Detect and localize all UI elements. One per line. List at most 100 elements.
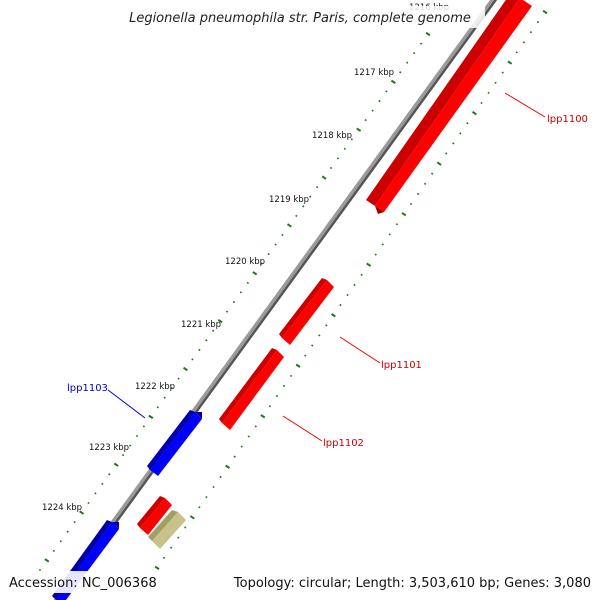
ruler-label-1222: 1222 kbp xyxy=(135,382,175,392)
ruler-tick xyxy=(267,253,270,256)
ruler-tick xyxy=(459,132,462,135)
ruler-tick xyxy=(73,521,76,524)
ruler-tick xyxy=(232,300,236,304)
ruler-tick xyxy=(311,344,314,347)
ruler-tick xyxy=(184,526,187,529)
ruler-tick xyxy=(385,90,388,93)
ruler-label-1217: 1217 kbp xyxy=(354,68,394,78)
gene-small-red[interactable] xyxy=(137,496,172,535)
ruler-label-1221: 1221 kbp xyxy=(181,320,221,330)
ruler-tick xyxy=(318,334,321,337)
ruler-tick xyxy=(205,496,208,499)
ruler-label-1223: 1223 kbp xyxy=(89,443,129,453)
ruler-tick xyxy=(480,101,483,105)
ruler-tick xyxy=(52,549,56,552)
ruler-tick xyxy=(336,157,340,160)
ruler-tick xyxy=(177,377,180,380)
map-title: Legionella pneumophila str. Paris, compl… xyxy=(129,11,471,26)
gene-label-lpp1100[interactable]: lpp1100 xyxy=(547,114,588,125)
gene-labels: lpp1100 lpp1101 lpp1102 lpp1103 xyxy=(67,114,588,449)
ruler-tick xyxy=(260,262,263,265)
ruler-tick xyxy=(286,223,292,228)
ruler-tick xyxy=(353,283,356,287)
ruler-tick xyxy=(423,182,427,185)
ruler-tick xyxy=(170,387,173,390)
ruler-tick xyxy=(350,138,353,141)
ruler-tick xyxy=(177,536,180,539)
ruler-tick xyxy=(113,462,119,467)
ruler-tick xyxy=(536,20,540,24)
ruler-tick xyxy=(425,31,431,37)
ruler-tick xyxy=(240,445,243,448)
ruler-tick xyxy=(148,414,154,419)
ruler-tick xyxy=(44,558,50,563)
gene-lpp1102[interactable] xyxy=(219,348,284,430)
ruler-tick xyxy=(302,205,305,208)
gene-label-lpp1102[interactable]: lpp1102 xyxy=(323,438,364,449)
ruler-tick xyxy=(406,61,409,64)
ruler-tick xyxy=(346,293,349,297)
ruler-tick xyxy=(401,212,407,217)
ruler-tick xyxy=(399,71,402,74)
ruler-tick xyxy=(154,565,160,571)
ruler-label-1224: 1224 kbp xyxy=(42,503,82,513)
ruler-tick xyxy=(233,455,236,458)
ruler-tick xyxy=(371,109,374,112)
ruler-tick xyxy=(304,354,307,357)
ruler-tick xyxy=(412,52,416,55)
ruler-tick xyxy=(87,501,90,505)
ruler-tick xyxy=(416,192,420,196)
ruler-tick xyxy=(542,9,548,15)
gene-leader-lines xyxy=(107,92,546,442)
gene-label-lpp1101[interactable]: lpp1101 xyxy=(381,360,422,371)
ruler-tick xyxy=(254,425,257,428)
ruler-label-1219: 1219 kbp xyxy=(269,195,309,205)
ruler-ticks xyxy=(38,9,548,580)
ruler-tick xyxy=(281,233,284,237)
ruler-tick xyxy=(329,166,333,170)
ruler-tick xyxy=(522,41,526,44)
ruler-tick xyxy=(343,147,347,150)
ruler-tick xyxy=(189,515,195,520)
ruler-tick xyxy=(239,291,243,294)
gene-lpp1103[interactable] xyxy=(147,410,202,476)
ruler-tick xyxy=(66,530,69,533)
gene-label-lpp1103[interactable]: lpp1103 xyxy=(67,383,108,394)
gene-khaki[interactable] xyxy=(148,510,186,549)
ruler-tick xyxy=(381,243,384,246)
ruler-tick xyxy=(183,366,188,372)
ruler-tick xyxy=(366,262,372,267)
ruler-tick xyxy=(409,202,413,206)
ruler-tick xyxy=(436,161,442,166)
gene-lpp1101[interactable] xyxy=(279,278,334,345)
ruler-tick xyxy=(108,473,111,476)
ruler-tick xyxy=(289,374,293,377)
ruler-labels: 1216 kbp 1217 kbp 1218 kbp 1219 kbp 1220… xyxy=(42,3,449,513)
ruler-tick xyxy=(217,319,223,324)
ruler-tick xyxy=(142,425,146,428)
ruler-tick xyxy=(325,324,328,327)
ruler-tick xyxy=(59,540,62,543)
ruler-tick xyxy=(156,406,159,409)
ruler-tick xyxy=(163,396,166,399)
ruler-tick xyxy=(275,394,279,398)
ruler-tick xyxy=(339,303,342,307)
ruler-tick xyxy=(330,313,336,318)
ruler-tick xyxy=(315,186,319,189)
ruler-tick xyxy=(268,405,272,408)
ruler-tick xyxy=(390,79,396,84)
ruler-tick xyxy=(388,233,391,236)
ruler-tick xyxy=(219,475,222,479)
ruler-tick xyxy=(356,127,362,132)
ruler-tick xyxy=(295,363,301,368)
ruler-label-1220: 1220 kbp xyxy=(225,257,265,267)
ruler-tick xyxy=(494,81,497,84)
ruler-tick xyxy=(191,358,194,361)
ruler-tick xyxy=(430,172,434,175)
ruler-tick xyxy=(295,214,298,217)
gene-lpp1100[interactable] xyxy=(366,0,532,214)
ruler-tick xyxy=(274,243,277,246)
ruler-tick xyxy=(515,51,518,54)
ruler-tick xyxy=(135,434,139,438)
ruler-tick xyxy=(260,414,266,419)
